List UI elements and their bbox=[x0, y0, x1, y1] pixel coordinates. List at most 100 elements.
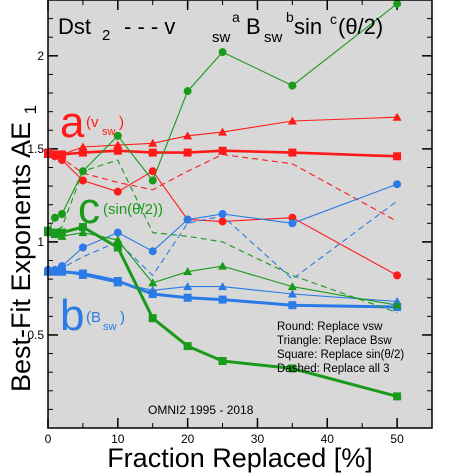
y-tick-label: 0.5 bbox=[27, 328, 44, 342]
footnote: OMNI2 1995 - 2018 bbox=[148, 403, 254, 417]
data-point-b-round bbox=[393, 180, 402, 189]
label-a-small: (v bbox=[86, 114, 99, 131]
data-point-a-triangle bbox=[113, 140, 123, 149]
data-point-b-round bbox=[183, 215, 192, 224]
data-point-a-square bbox=[50, 150, 59, 159]
data-point-c-square bbox=[57, 228, 66, 237]
data-point-b-square bbox=[183, 293, 192, 302]
data-point-a-round bbox=[288, 213, 297, 222]
data-point-c-round bbox=[113, 131, 122, 140]
title-a-sup: a bbox=[232, 9, 240, 25]
data-point-b-square bbox=[57, 267, 66, 276]
data-point-c-triangle bbox=[392, 300, 402, 309]
label-b: b (B sw ) bbox=[60, 283, 129, 340]
title-bsw-sub: sw bbox=[264, 29, 283, 46]
y-tick-label: 1.5 bbox=[27, 142, 44, 156]
title-dst-sub: 2 bbox=[102, 27, 110, 44]
y-tick-label: 2 bbox=[37, 49, 44, 63]
plot-frame bbox=[47, 0, 433, 429]
data-point-a-square bbox=[148, 148, 157, 157]
data-point-c-round bbox=[78, 167, 87, 176]
title-c-sup: c bbox=[330, 11, 337, 27]
data-point-a-round bbox=[113, 187, 122, 196]
label-c-small: (sin(θ/2)) bbox=[103, 201, 163, 218]
data-point-c-triangle bbox=[218, 261, 228, 270]
data-point-c-round bbox=[50, 213, 59, 222]
data-point-a-square bbox=[57, 150, 66, 159]
data-point-c-triangle bbox=[113, 235, 123, 244]
data-point-a-round bbox=[78, 176, 87, 185]
y-axis-label-sub: 1 bbox=[21, 105, 40, 114]
chart-title: Dst 2 - - - v sw a B sw b sin c (θ/2) bbox=[58, 2, 383, 47]
data-point-b-square bbox=[288, 301, 297, 310]
data-point-c-round bbox=[148, 176, 157, 185]
data-point-a-square bbox=[183, 148, 192, 157]
x-tick-label: 40 bbox=[321, 432, 335, 446]
data-point-c-square bbox=[78, 223, 87, 232]
title-vsw: - - - v bbox=[124, 14, 175, 39]
plot-area bbox=[48, 0, 432, 428]
data-point-a-triangle bbox=[287, 116, 297, 125]
label-a-big: a bbox=[60, 98, 85, 147]
x-axis-label: Fraction Replaced [%] bbox=[107, 443, 373, 473]
legend-note-triangle: Triangle: Replace Bsw bbox=[277, 335, 392, 347]
label-b-sub: sw bbox=[103, 321, 117, 333]
data-point-c-square bbox=[113, 243, 122, 252]
title-sin: sin bbox=[294, 14, 322, 39]
data-point-b-square bbox=[113, 276, 122, 285]
data-point-b-round bbox=[148, 247, 157, 256]
data-point-a-triangle bbox=[392, 112, 402, 121]
title-b-sup: b bbox=[286, 9, 294, 25]
series-markers bbox=[43, 0, 402, 401]
data-point-a-square bbox=[288, 148, 297, 157]
x-tick-label: 30 bbox=[251, 432, 265, 446]
data-point-a-triangle bbox=[183, 131, 193, 140]
data-point-a-square bbox=[113, 146, 122, 155]
legend-note-dashed: Dashed: Replace all 3 bbox=[277, 363, 390, 375]
data-point-c-round bbox=[183, 87, 192, 96]
data-point-a-round bbox=[393, 271, 402, 280]
data-point-b-round bbox=[78, 243, 87, 252]
y-axis-label-main: Best-Fit Exponents AE bbox=[6, 122, 36, 392]
data-point-b-square bbox=[78, 269, 87, 278]
data-point-c-square bbox=[50, 228, 59, 237]
data-point-c-triangle bbox=[287, 282, 297, 291]
data-point-b-square bbox=[148, 290, 157, 299]
data-point-b-square bbox=[218, 295, 227, 304]
data-point-b-triangle bbox=[287, 289, 297, 298]
y-tick-label: 1 bbox=[37, 235, 44, 249]
data-point-c-square bbox=[288, 364, 297, 373]
legend-note-round: Round: Replace vsw bbox=[277, 321, 383, 333]
label-b-big: b bbox=[60, 291, 84, 340]
data-point-a-triangle bbox=[78, 142, 88, 151]
data-point-c-square bbox=[148, 314, 157, 323]
data-point-c-round bbox=[57, 210, 66, 218]
data-point-c-square bbox=[218, 357, 227, 366]
data-point-c-square bbox=[393, 392, 402, 401]
label-a: a (v sw ) bbox=[60, 88, 128, 147]
data-point-a-triangle bbox=[218, 127, 228, 136]
data-point-b-round bbox=[218, 210, 227, 218]
label-a-sub: sw bbox=[102, 126, 116, 138]
x-tick-label: 20 bbox=[181, 432, 195, 446]
y-axis-label: Best-Fit Exponents AE 1 bbox=[6, 105, 40, 392]
legend-note-square: Square: Replace sin(θ/2) bbox=[277, 349, 404, 361]
title-dst: Dst bbox=[58, 14, 91, 39]
title-bsw: B bbox=[246, 14, 261, 39]
label-c-big: c bbox=[78, 184, 100, 233]
data-point-c-triangle bbox=[148, 278, 158, 287]
data-point-a-square bbox=[78, 148, 87, 157]
data-point-b-round bbox=[113, 228, 122, 237]
data-point-a-square bbox=[393, 152, 402, 161]
data-point-a-square bbox=[218, 146, 227, 155]
data-point-b-square bbox=[50, 267, 59, 276]
data-point-a-round bbox=[148, 167, 157, 176]
data-point-c-square bbox=[183, 342, 192, 351]
x-tick-label: 10 bbox=[111, 432, 125, 446]
label-b-small: (B bbox=[86, 309, 101, 326]
data-point-c-round bbox=[393, 0, 402, 8]
data-point-b-round bbox=[288, 219, 297, 228]
tick-labels: 0 10 20 30 40 50 0.5 1 1.5 2 bbox=[27, 49, 404, 446]
label-b-close: ) bbox=[120, 309, 125, 326]
